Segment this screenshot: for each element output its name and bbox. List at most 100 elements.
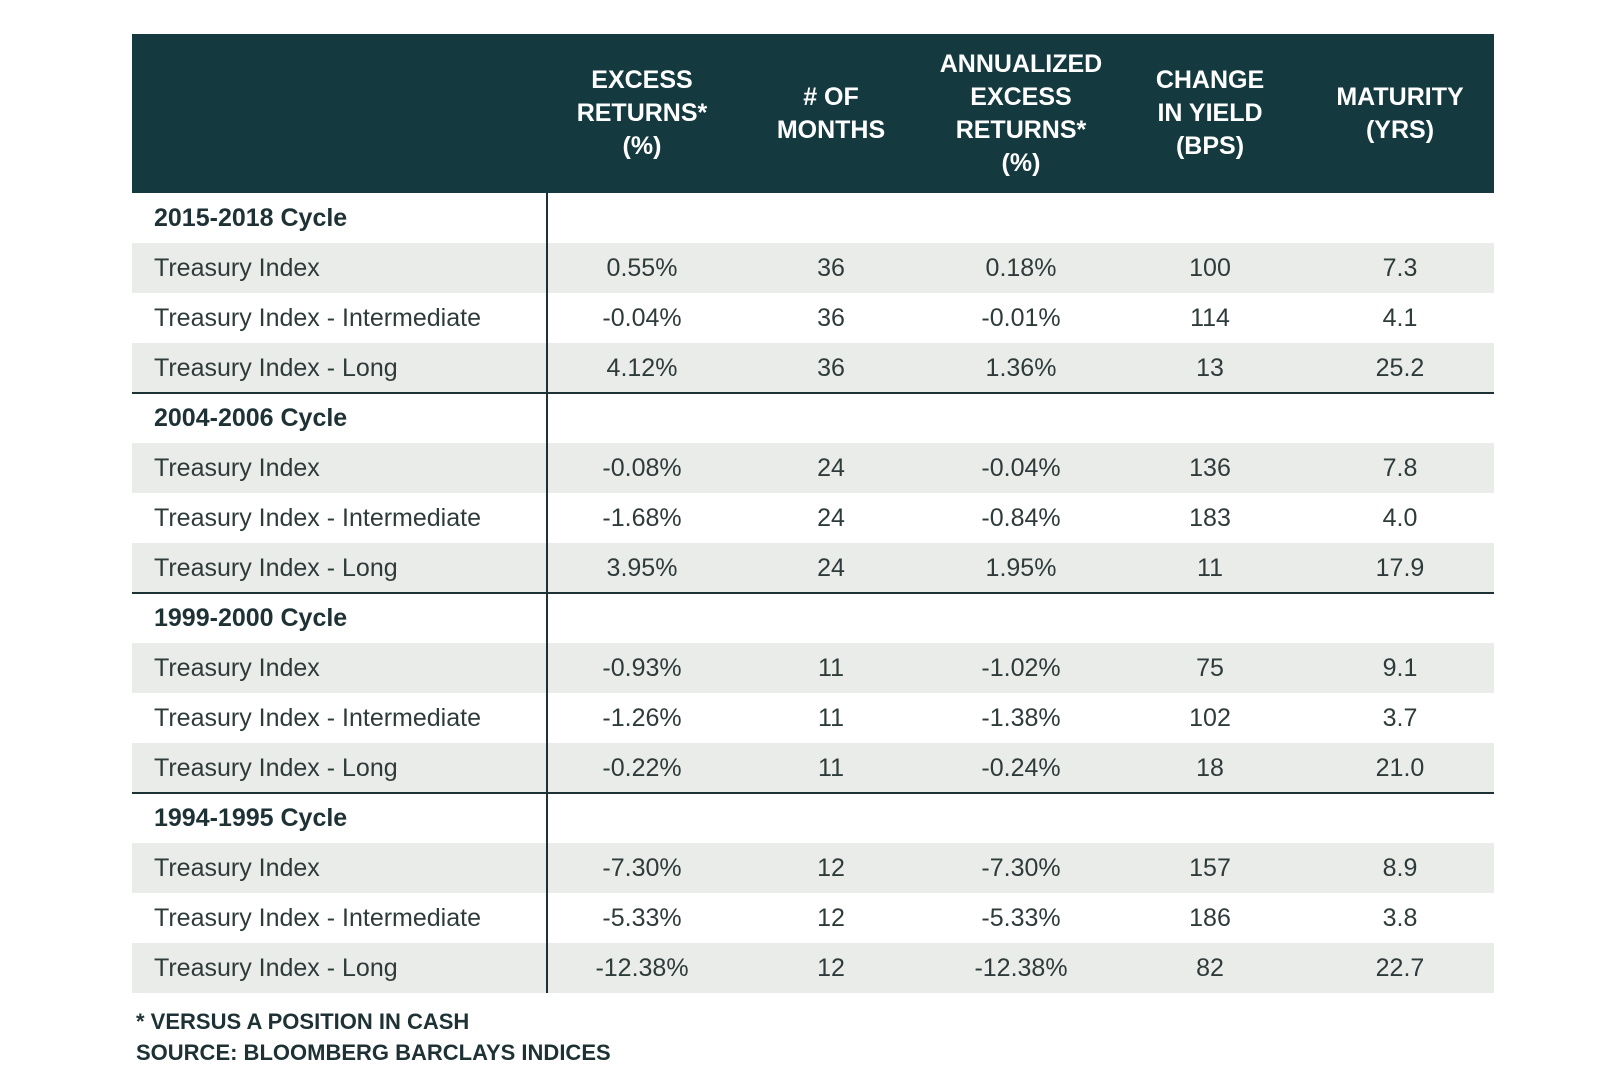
header-line: (BPS) <box>1175 132 1245 160</box>
header-line: MONTHS <box>776 115 886 144</box>
row-label: Treasury Index - Long <box>154 553 398 582</box>
cell-value: -7.30% <box>602 853 682 882</box>
cell-value: -12.38% <box>974 953 1068 982</box>
row-stripe <box>132 443 1494 493</box>
cell-value: 7.8 <box>1382 453 1418 482</box>
column-header: EXCESS RETURNS* (%) <box>548 34 737 193</box>
row-label: Treasury Index - Intermediate <box>154 503 481 532</box>
header-line: ANNUALIZED <box>939 49 1103 78</box>
cell-value: 3.8 <box>1382 903 1418 932</box>
row-stripe <box>132 643 1494 693</box>
cell-value: -0.24% <box>981 753 1061 782</box>
header-line: IN YIELD <box>1157 99 1263 127</box>
cell-value: 0.55% <box>606 253 678 282</box>
group-divider <box>132 592 1494 594</box>
row-label: Treasury Index - Intermediate <box>154 303 481 332</box>
cell-value: 36 <box>817 253 845 282</box>
row-label: Treasury Index <box>154 253 320 282</box>
cell-value: 24 <box>817 453 845 482</box>
header-line: CHANGE <box>1155 66 1265 94</box>
row-label: Treasury Index - Intermediate <box>154 903 481 932</box>
cell-value: 11 <box>818 753 844 782</box>
cell-value: 1.36% <box>985 353 1057 382</box>
row-label: Treasury Index - Long <box>154 953 398 982</box>
cell-value: 17.9 <box>1375 553 1425 582</box>
column-divider <box>546 193 548 993</box>
cell-value: 186 <box>1189 903 1231 932</box>
group-title: 2015-2018 Cycle <box>154 203 348 232</box>
header-line: # OF <box>803 82 859 111</box>
group-title: 2004-2006 Cycle <box>154 403 348 432</box>
cell-value: -0.93% <box>602 653 682 682</box>
group-title: 1999-2000 Cycle <box>154 603 348 632</box>
footnote: * VERSUS A POSITION IN CASH <box>136 1009 470 1034</box>
cell-value: 3.95% <box>606 553 678 582</box>
cell-value: 136 <box>1189 453 1231 482</box>
cell-value: 24 <box>817 553 845 582</box>
cell-value: -0.04% <box>602 303 682 332</box>
cell-value: 4.0 <box>1382 503 1418 532</box>
cell-value: -5.33% <box>981 903 1061 932</box>
row-label: Treasury Index - Long <box>154 753 398 782</box>
cell-value: 1.95% <box>985 553 1057 582</box>
cell-value: 75 <box>1196 653 1224 682</box>
cell-value: 114 <box>1190 303 1230 332</box>
cell-value: -0.04% <box>981 453 1061 482</box>
cell-value: -1.02% <box>981 653 1061 682</box>
cell-value: 36 <box>817 303 845 332</box>
row-label: Treasury Index <box>154 653 320 682</box>
cell-value: 102 <box>1189 703 1231 732</box>
cell-value: 11 <box>818 703 844 732</box>
cell-value: 82 <box>1196 953 1224 982</box>
column-header: # OF MONTHS <box>737 34 926 193</box>
group-divider <box>132 392 1494 394</box>
cell-value: 12 <box>817 853 845 882</box>
column-header: MATURITY (YRS) <box>1306 34 1495 193</box>
cell-value: -0.84% <box>981 503 1061 532</box>
cell-value: 4.12% <box>606 353 678 382</box>
cell-value: 7.3 <box>1382 253 1418 282</box>
cell-value: -0.08% <box>602 453 682 482</box>
header-line: EXCESS <box>970 82 1072 111</box>
header-line: (%) <box>1001 148 1041 177</box>
group-divider <box>132 792 1494 794</box>
cell-value: 22.7 <box>1375 953 1425 982</box>
cell-value: 25.2 <box>1375 353 1425 382</box>
header-line: RETURNS* <box>955 115 1087 144</box>
row-stripe <box>132 343 1494 393</box>
cell-value: 36 <box>817 353 845 382</box>
cell-value: 4.1 <box>1382 303 1418 332</box>
cell-value: -0.01% <box>981 303 1061 332</box>
header-line: MATURITY <box>1336 82 1464 111</box>
row-stripe <box>132 743 1494 793</box>
row-stripe <box>132 243 1494 293</box>
cell-value: 12 <box>817 953 845 982</box>
cell-value: 0.18% <box>985 253 1057 282</box>
cell-value: 9.1 <box>1382 653 1418 682</box>
cell-value: 13 <box>1196 353 1224 382</box>
cell-value: 11 <box>818 653 844 682</box>
column-header: CHANGE IN YIELD (BPS) <box>1116 34 1305 193</box>
cell-value: 3.7 <box>1382 703 1418 732</box>
header-bar <box>132 34 1494 193</box>
row-label: Treasury Index - Intermediate <box>154 703 481 732</box>
row-label: Treasury Index <box>154 853 320 882</box>
footnote: SOURCE: BLOOMBERG BARCLAYS INDICES <box>136 1040 611 1065</box>
cell-value: -1.38% <box>981 703 1061 732</box>
header-line: RETURNS* <box>576 99 708 127</box>
header-line: (%) <box>622 132 662 160</box>
cell-value: 8.9 <box>1382 853 1418 882</box>
row-stripe <box>132 543 1494 593</box>
cell-value: 183 <box>1189 503 1231 532</box>
group-title: 1994-1995 Cycle <box>154 803 348 832</box>
row-label: Treasury Index - Long <box>154 353 398 382</box>
row-stripe <box>132 843 1494 893</box>
header-line: (YRS) <box>1365 115 1435 144</box>
cell-value: -12.38% <box>595 953 689 982</box>
cell-value: 100 <box>1189 253 1231 282</box>
row-label: Treasury Index <box>154 453 320 482</box>
cell-value: -5.33% <box>602 903 682 932</box>
cell-value: 11 <box>1197 553 1223 582</box>
cell-value: 157 <box>1189 853 1231 882</box>
